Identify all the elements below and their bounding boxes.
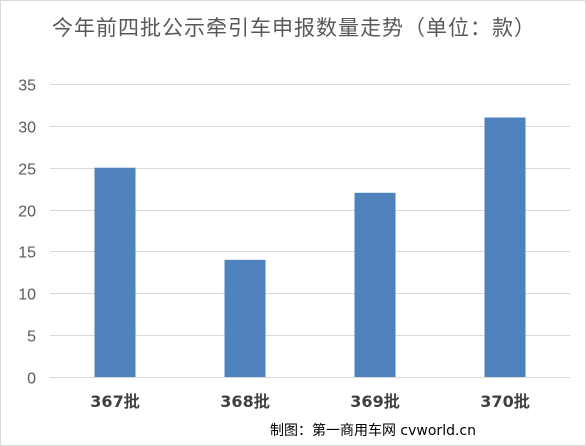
y-tick-label: 15 — [18, 245, 36, 262]
bar-369批 — [354, 192, 396, 377]
x-category-label: 369批 — [350, 392, 399, 411]
bars — [94, 117, 526, 377]
bar-368批 — [224, 259, 266, 377]
gridlines — [50, 84, 570, 378]
bar-367批 — [94, 167, 136, 377]
y-tick-label: 5 — [27, 329, 36, 346]
y-tick-label: 0 — [27, 371, 36, 388]
chart-credit: 制图：第一商用车网 cvworld.cn — [269, 423, 476, 439]
x-category-label: 368批 — [220, 392, 269, 411]
bar-370批 — [484, 117, 526, 377]
y-tick-label: 20 — [18, 204, 36, 221]
y-tick-label: 30 — [18, 120, 36, 137]
x-category-label: 367批 — [90, 392, 139, 411]
x-axis-category-labels: 367批 368批 369批 370批 — [90, 392, 529, 411]
y-tick-label: 25 — [18, 162, 36, 179]
y-axis-tick-labels: 0 5 10 15 20 25 30 35 — [18, 78, 36, 388]
chart-title: 今年前四批公示牵引车申报数量走势（单位：款） — [52, 16, 536, 40]
y-tick-label: 10 — [18, 287, 36, 304]
y-tick-label: 35 — [18, 78, 36, 95]
x-category-label: 370批 — [480, 392, 529, 411]
